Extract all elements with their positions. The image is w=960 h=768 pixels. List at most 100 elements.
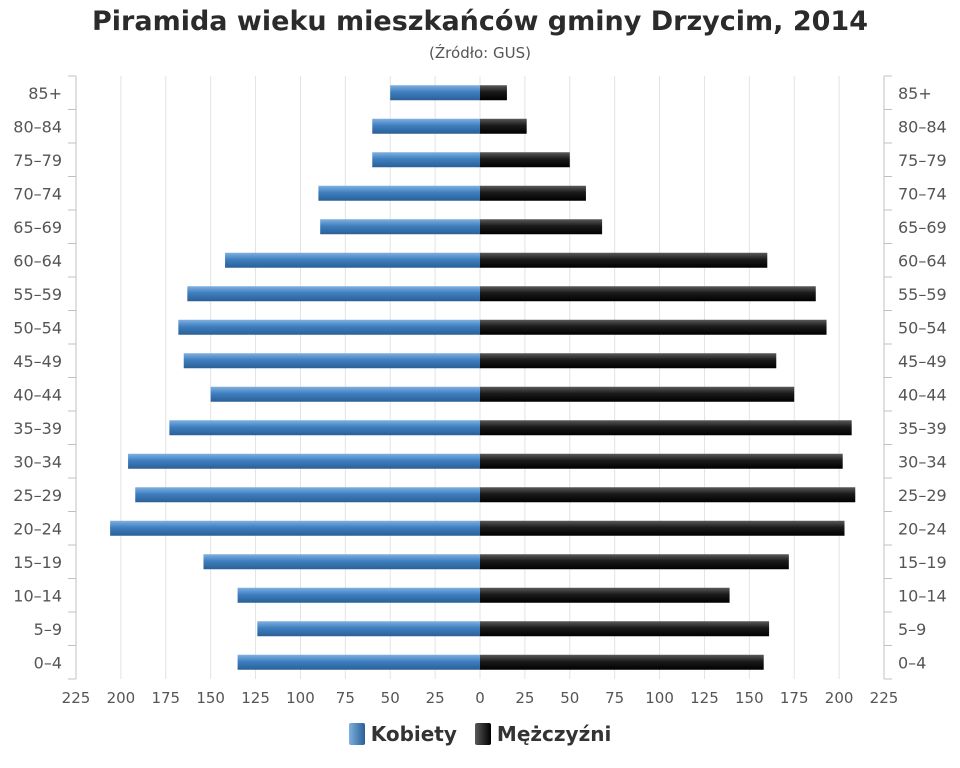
x-tick-label: 200 bbox=[107, 689, 136, 707]
x-tick-label: 25 bbox=[515, 689, 534, 707]
x-tick-label: 50 bbox=[381, 689, 400, 707]
bar-mezczyzni bbox=[480, 621, 770, 637]
y-tick-label-right: 5–9 bbox=[898, 620, 926, 639]
chart-subtitle: (Źródło: GUS) bbox=[429, 44, 531, 62]
x-tick-label: 100 bbox=[286, 689, 315, 707]
y-tick-label-right: 40–44 bbox=[898, 385, 947, 404]
y-tick-label-right: 80–84 bbox=[898, 117, 947, 136]
bar-mezczyzni bbox=[480, 185, 586, 201]
y-tick-label-left: 45–49 bbox=[13, 352, 62, 371]
bar-mezczyzni bbox=[480, 654, 764, 670]
bar-kobiety bbox=[320, 219, 480, 235]
x-tick-label: 50 bbox=[560, 689, 579, 707]
y-tick-label-left: 20–24 bbox=[13, 519, 62, 538]
x-tick-label: 225 bbox=[870, 689, 899, 707]
y-tick-label-left: 65–69 bbox=[13, 218, 62, 237]
x-tick-label: 0 bbox=[475, 689, 485, 707]
y-tick-label-left: 85+ bbox=[28, 84, 62, 103]
y-tick-label-left: 30–34 bbox=[13, 452, 62, 471]
y-tick-label-right: 10–14 bbox=[898, 586, 947, 605]
y-tick-label-left: 50–54 bbox=[13, 318, 62, 337]
bar-kobiety bbox=[237, 587, 480, 603]
y-tick-label-left: 15–19 bbox=[13, 553, 62, 572]
x-tick-label: 25 bbox=[426, 689, 445, 707]
y-tick-label-right: 65–69 bbox=[898, 218, 947, 237]
axis-labels: 225 200 175 150 125 100 75 50 25 0 25 50 75 100 125 150… bbox=[13, 84, 946, 707]
x-tick-label: 175 bbox=[780, 689, 809, 707]
bar-mezczyzni bbox=[480, 118, 527, 134]
y-tick-label-left: 70–74 bbox=[13, 184, 62, 203]
bar-mezczyzni bbox=[480, 152, 570, 168]
bar-kobiety bbox=[178, 319, 480, 335]
bar-mezczyzni bbox=[480, 286, 816, 302]
y-tick-label-left: 10–14 bbox=[13, 586, 62, 605]
bar-kobiety bbox=[257, 621, 480, 637]
bar-kobiety bbox=[237, 654, 480, 670]
bar-kobiety bbox=[187, 286, 480, 302]
y-tick-label-right: 55–59 bbox=[898, 285, 947, 304]
x-tick-label: 75 bbox=[605, 689, 624, 707]
x-tick-label: 225 bbox=[62, 689, 91, 707]
bars bbox=[110, 85, 856, 670]
y-tick-label-left: 60–64 bbox=[13, 251, 62, 270]
bar-kobiety bbox=[372, 152, 480, 168]
bar-kobiety bbox=[169, 420, 480, 436]
axes bbox=[68, 75, 892, 680]
bar-kobiety bbox=[390, 85, 480, 101]
bar-mezczyzni bbox=[480, 453, 843, 469]
y-tick-label-left: 5–9 bbox=[34, 620, 62, 639]
legend: Kobiety Mężczyźni bbox=[0, 722, 960, 746]
y-tick-label-right: 45–49 bbox=[898, 352, 947, 371]
y-tick-label-right: 30–34 bbox=[898, 452, 947, 471]
y-tick-label-left: 75–79 bbox=[13, 151, 62, 170]
bar-mezczyzni bbox=[480, 85, 507, 101]
legend-swatch-mezczyzni bbox=[474, 723, 491, 745]
y-tick-label-left: 40–44 bbox=[13, 385, 62, 404]
y-tick-label-right: 75–79 bbox=[898, 151, 947, 170]
x-tick-label: 200 bbox=[825, 689, 854, 707]
bar-kobiety bbox=[210, 386, 480, 402]
legend-swatch-kobiety bbox=[348, 723, 365, 745]
y-tick-label-right: 35–39 bbox=[898, 419, 947, 438]
y-tick-label-right: 50–54 bbox=[898, 318, 947, 337]
bar-kobiety bbox=[225, 252, 480, 268]
bar-mezczyzni bbox=[480, 219, 603, 235]
y-tick-label-left: 35–39 bbox=[13, 419, 62, 438]
bar-mezczyzni bbox=[480, 319, 827, 335]
legend-label-kobiety: Kobiety bbox=[370, 722, 457, 746]
bar-mezczyzni bbox=[480, 554, 789, 570]
bar-kobiety bbox=[110, 520, 481, 536]
y-tick-label-right: 20–24 bbox=[898, 519, 947, 538]
x-tick-label: 100 bbox=[645, 689, 674, 707]
x-tick-label: 75 bbox=[336, 689, 355, 707]
y-tick-label-right: 70–74 bbox=[898, 184, 947, 203]
y-tick-label-left: 0–4 bbox=[34, 653, 62, 672]
legend-item-kobiety[interactable]: Kobiety bbox=[348, 722, 457, 746]
bar-mezczyzni bbox=[480, 420, 852, 436]
bar-kobiety bbox=[318, 185, 480, 201]
x-tick-label: 175 bbox=[151, 689, 180, 707]
bar-mezczyzni bbox=[480, 587, 730, 603]
bar-kobiety bbox=[372, 118, 480, 134]
bar-kobiety bbox=[128, 453, 480, 469]
bar-mezczyzni bbox=[480, 386, 795, 402]
y-tick-label-left: 25–29 bbox=[13, 486, 62, 505]
x-tick-label: 125 bbox=[690, 689, 719, 707]
bar-mezczyzni bbox=[480, 520, 845, 536]
bar-kobiety bbox=[203, 554, 481, 570]
legend-label-mezczyzni: Mężczyźni bbox=[496, 722, 612, 746]
bar-kobiety bbox=[135, 487, 480, 503]
y-tick-label-right: 60–64 bbox=[898, 251, 947, 270]
x-tick-label: 125 bbox=[241, 689, 270, 707]
legend-item-mezczyzni[interactable]: Mężczyźni bbox=[474, 722, 612, 746]
bar-mezczyzni bbox=[480, 353, 777, 369]
y-tick-label-left: 55–59 bbox=[13, 285, 62, 304]
y-tick-label-right: 15–19 bbox=[898, 553, 947, 572]
x-tick-label: 150 bbox=[196, 689, 225, 707]
bar-kobiety bbox=[183, 353, 480, 369]
y-tick-label-right: 0–4 bbox=[898, 653, 926, 672]
x-tick-label: 150 bbox=[735, 689, 764, 707]
bar-mezczyzni bbox=[480, 252, 768, 268]
